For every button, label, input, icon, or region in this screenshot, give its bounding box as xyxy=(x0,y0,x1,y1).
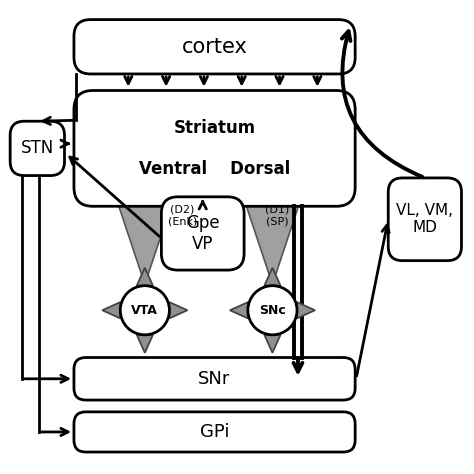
Text: cortex: cortex xyxy=(182,37,247,57)
Polygon shape xyxy=(137,268,153,286)
Polygon shape xyxy=(246,206,299,284)
Polygon shape xyxy=(137,335,153,353)
Polygon shape xyxy=(264,335,281,353)
Text: GPi: GPi xyxy=(200,423,229,441)
Text: SNr: SNr xyxy=(198,370,231,388)
Polygon shape xyxy=(119,206,171,284)
Polygon shape xyxy=(230,302,248,319)
Text: SNc: SNc xyxy=(259,304,286,317)
Text: VTA: VTA xyxy=(131,304,158,317)
Text: STN: STN xyxy=(21,139,54,157)
Text: (D2)
(Enk): (D2) (Enk) xyxy=(168,205,197,227)
Circle shape xyxy=(120,286,169,335)
Circle shape xyxy=(248,286,297,335)
Polygon shape xyxy=(102,302,120,319)
FancyBboxPatch shape xyxy=(74,412,355,452)
Text: VL, VM,
MD: VL, VM, MD xyxy=(396,203,453,236)
FancyBboxPatch shape xyxy=(74,357,355,400)
FancyBboxPatch shape xyxy=(74,91,355,206)
Text: (D1)
(SP): (D1) (SP) xyxy=(265,205,289,227)
Polygon shape xyxy=(169,302,187,319)
Text: Striatum

Ventral    Dorsal: Striatum Ventral Dorsal xyxy=(139,118,290,178)
FancyBboxPatch shape xyxy=(10,121,64,175)
Polygon shape xyxy=(264,268,281,286)
FancyBboxPatch shape xyxy=(74,19,355,74)
Polygon shape xyxy=(297,302,315,319)
Text: Gpe
VP: Gpe VP xyxy=(186,214,219,253)
FancyBboxPatch shape xyxy=(161,197,244,270)
FancyBboxPatch shape xyxy=(388,178,462,261)
